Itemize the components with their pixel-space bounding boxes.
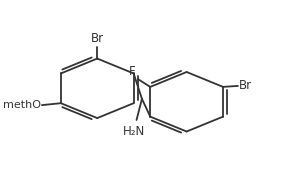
Text: Br: Br <box>91 32 104 45</box>
Text: Br: Br <box>239 79 253 92</box>
Text: H₂N: H₂N <box>123 125 145 138</box>
Text: F: F <box>129 65 135 78</box>
Text: methO: methO <box>3 100 41 110</box>
